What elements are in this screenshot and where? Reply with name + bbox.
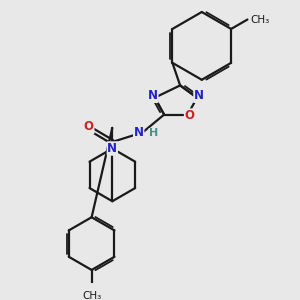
- Text: H: H: [149, 128, 158, 138]
- Text: N: N: [148, 89, 158, 102]
- Text: O: O: [184, 109, 194, 122]
- Text: N: N: [107, 142, 117, 155]
- Text: O: O: [84, 120, 94, 134]
- Text: CH₃: CH₃: [250, 14, 269, 25]
- Text: CH₃: CH₃: [82, 291, 101, 300]
- Text: N: N: [194, 89, 204, 102]
- Text: N: N: [134, 126, 144, 139]
